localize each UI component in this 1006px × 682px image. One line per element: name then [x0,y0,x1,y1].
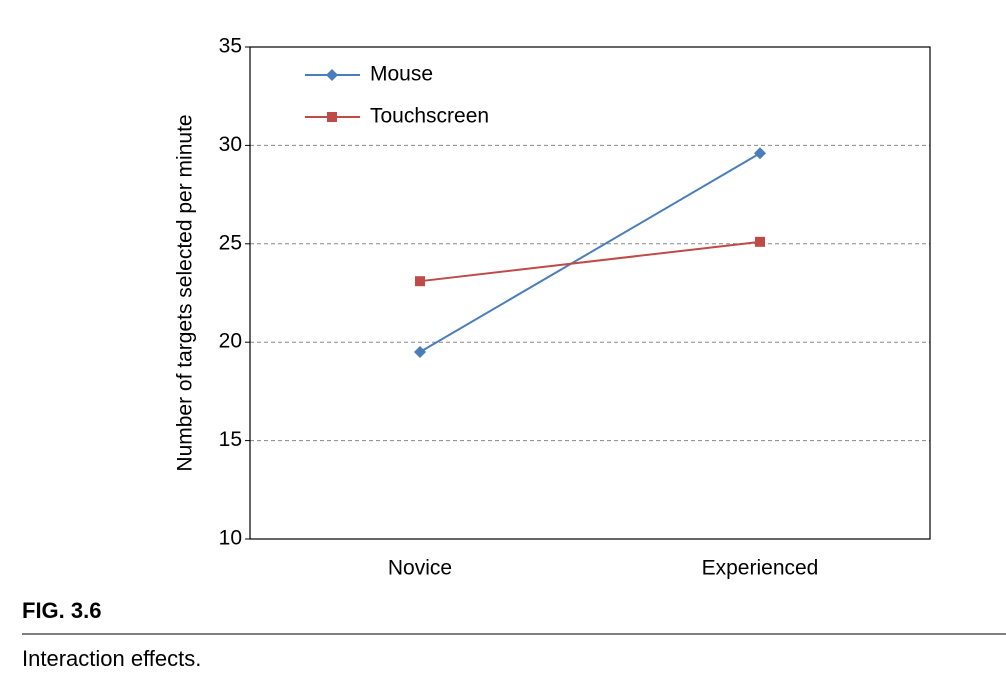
marker [754,147,766,160]
y-tick-label: 10 [219,527,242,550]
marker [327,112,337,122]
y-axis-label: Number of targets selected per minute [174,114,197,471]
y-tick-label: 15 [219,428,242,451]
y-tick-label: 35 [219,35,242,58]
figure-label: FIG. 3.6 [22,598,101,623]
figure-caption: Interaction effects. [22,646,201,671]
legend-label: Mouse [370,63,433,86]
x-tick-label: Novice [388,557,452,580]
marker [414,346,426,359]
marker [326,69,338,81]
y-tick-label: 20 [219,330,242,353]
y-tick-label: 30 [219,133,242,156]
series-line [419,152,761,353]
x-tick-label: Experienced [702,557,819,580]
y-tick-label: 25 [219,231,242,254]
marker [415,276,425,287]
marker [755,236,765,247]
legend-label: Touchscreen [370,105,489,128]
series-line [419,240,761,283]
plot-frame [249,46,931,540]
